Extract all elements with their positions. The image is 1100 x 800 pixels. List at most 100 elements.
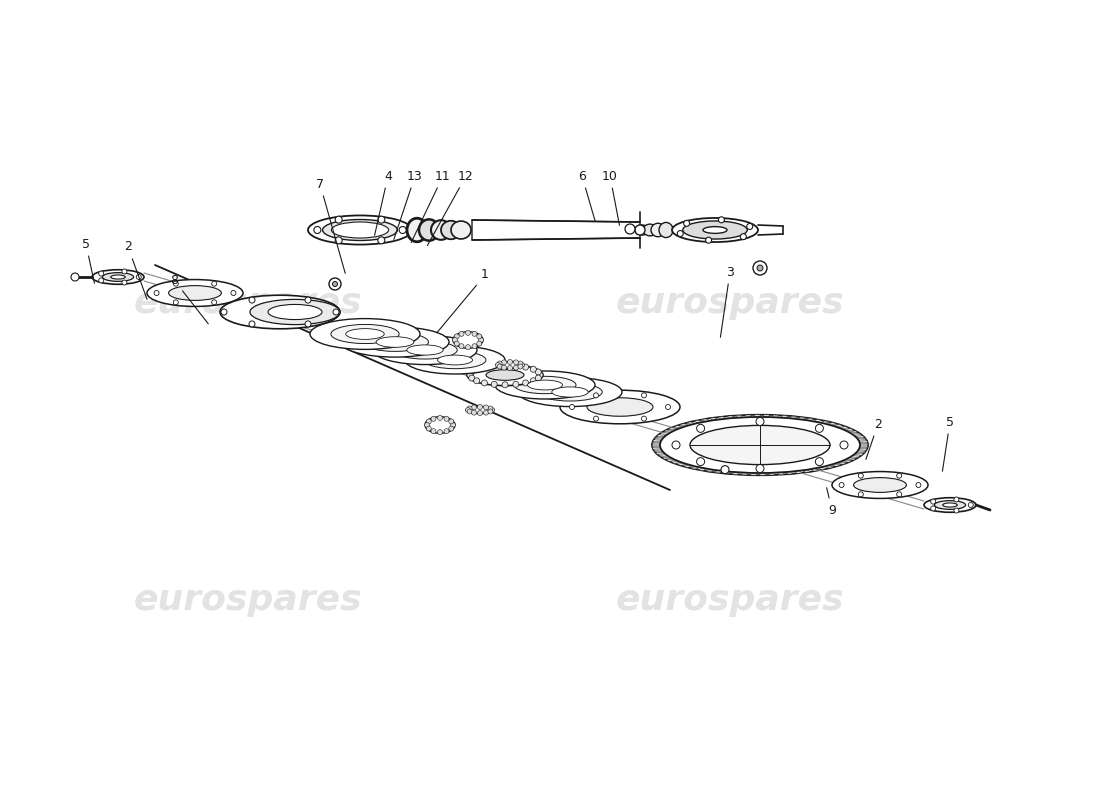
Circle shape [438,415,442,420]
Circle shape [482,364,487,370]
Polygon shape [813,419,822,422]
Circle shape [399,226,406,234]
Polygon shape [817,467,826,470]
Circle shape [522,364,529,370]
Circle shape [756,418,764,426]
Ellipse shape [672,218,758,242]
Circle shape [484,405,488,410]
Circle shape [492,382,497,387]
Circle shape [896,492,902,497]
Ellipse shape [466,406,494,414]
Circle shape [815,458,824,466]
Text: 5: 5 [82,238,95,283]
Text: 5: 5 [943,415,954,471]
Circle shape [840,441,848,449]
Circle shape [305,297,311,303]
Circle shape [465,330,471,335]
Text: 6: 6 [579,170,595,222]
Circle shape [438,430,442,434]
Circle shape [377,237,385,244]
Circle shape [497,364,502,369]
Circle shape [968,502,974,507]
Ellipse shape [407,345,443,355]
Polygon shape [860,443,868,445]
Polygon shape [706,470,715,472]
Polygon shape [855,436,865,438]
Circle shape [518,364,522,369]
Polygon shape [659,454,668,457]
Circle shape [684,220,690,226]
Polygon shape [653,450,662,452]
Circle shape [896,473,902,478]
Polygon shape [667,459,676,462]
Polygon shape [852,433,861,435]
Polygon shape [850,455,860,458]
Ellipse shape [703,226,727,234]
Polygon shape [680,424,690,426]
Polygon shape [769,473,776,475]
Circle shape [477,405,483,410]
Circle shape [476,334,482,339]
Polygon shape [652,445,660,446]
Ellipse shape [854,478,906,492]
Polygon shape [662,457,672,459]
Circle shape [502,382,508,388]
Ellipse shape [683,221,747,239]
Circle shape [537,372,543,378]
Ellipse shape [168,286,221,300]
Circle shape [594,416,598,421]
Circle shape [249,297,255,303]
Text: 13: 13 [394,170,422,239]
Ellipse shape [424,351,486,369]
Ellipse shape [486,370,524,380]
Circle shape [536,369,541,375]
Circle shape [497,361,502,366]
Circle shape [474,378,480,384]
Polygon shape [671,461,681,464]
Polygon shape [847,458,856,460]
Text: 2: 2 [124,241,147,299]
Circle shape [530,378,537,384]
Polygon shape [833,424,843,427]
Ellipse shape [220,295,340,329]
Circle shape [718,217,725,223]
Circle shape [594,393,598,398]
Polygon shape [844,429,854,431]
Circle shape [469,375,475,381]
Ellipse shape [528,380,562,390]
Polygon shape [839,426,848,429]
Ellipse shape [518,378,622,406]
Circle shape [502,360,506,365]
Circle shape [336,237,342,244]
Circle shape [488,406,493,411]
Ellipse shape [345,329,384,339]
Ellipse shape [943,503,957,507]
Ellipse shape [468,364,543,386]
Ellipse shape [393,341,458,359]
Circle shape [492,362,497,369]
Circle shape [931,506,936,511]
Polygon shape [763,414,769,417]
Circle shape [916,482,921,487]
Ellipse shape [362,333,429,351]
Ellipse shape [341,327,449,357]
Circle shape [451,422,455,427]
Text: 12: 12 [427,170,474,246]
Polygon shape [718,417,726,419]
Polygon shape [656,452,664,454]
Circle shape [249,321,255,327]
Ellipse shape [419,219,439,241]
Circle shape [513,382,519,387]
Circle shape [696,424,705,432]
Circle shape [931,499,936,504]
Circle shape [490,407,495,413]
Polygon shape [810,469,818,471]
Circle shape [468,372,473,378]
Ellipse shape [635,225,649,235]
Polygon shape [736,415,743,418]
Text: 4: 4 [375,170,392,235]
Circle shape [426,419,431,424]
Ellipse shape [343,226,376,234]
Circle shape [858,492,864,497]
Circle shape [513,362,519,369]
